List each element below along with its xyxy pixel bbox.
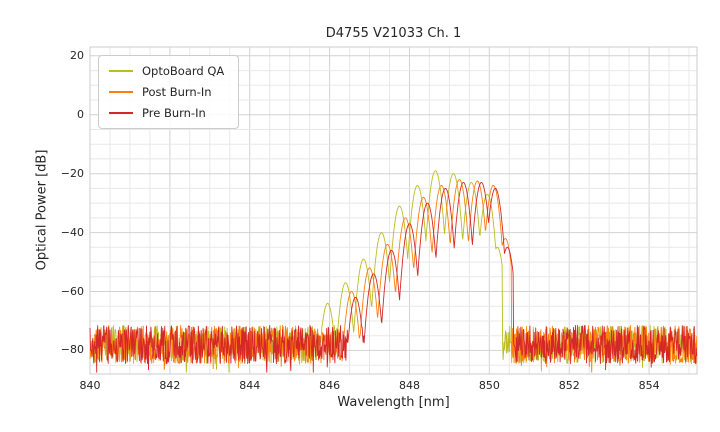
y-tick-label: −60 (60, 284, 84, 298)
y-tick-label: −20 (60, 166, 84, 180)
chart-title: D4755 V21033 Ch. 1 (325, 26, 462, 41)
legend-line-swatch-post-burn-in (109, 91, 133, 93)
x-tick-label: 848 (398, 379, 420, 392)
x-tick-label: 850 (478, 379, 500, 392)
y-tick-label: 20 (70, 48, 84, 62)
series-line-post-burn-in (89, 179, 698, 373)
legend-label-optoboard-qa: OptoBoard QA (142, 64, 225, 78)
legend-item-pre-burn-in: Pre Burn-In (109, 106, 224, 120)
x-axis-label: Wavelength [nm] (337, 395, 450, 410)
legend-label-post-burn-in: Post Burn-In (142, 85, 212, 99)
x-tick-label: 846 (319, 379, 341, 392)
y-tick-label: −40 (60, 225, 84, 239)
x-tick-label: 844 (239, 379, 261, 392)
legend-line-swatch-pre-burn-in (109, 112, 133, 114)
series-line-pre-burn-in (89, 182, 698, 373)
x-tick-label: 854 (638, 379, 660, 392)
y-tick-label: 0 (77, 107, 84, 121)
x-tick-label: 840 (79, 379, 101, 392)
legend-item-optoboard-qa: OptoBoard QA (109, 64, 224, 78)
legend-line-swatch-optoboard-qa (109, 70, 133, 72)
x-tick-label: 842 (159, 379, 181, 392)
axes-frame (89, 46, 698, 375)
legend: OptoBoard QA Post Burn-In Pre Burn-In (98, 55, 240, 129)
legend-item-post-burn-in: Post Burn-In (109, 85, 224, 99)
y-tick-label: −80 (60, 343, 84, 357)
legend-label-pre-burn-in: Pre Burn-In (142, 106, 206, 120)
x-tick-label: 852 (558, 379, 580, 392)
